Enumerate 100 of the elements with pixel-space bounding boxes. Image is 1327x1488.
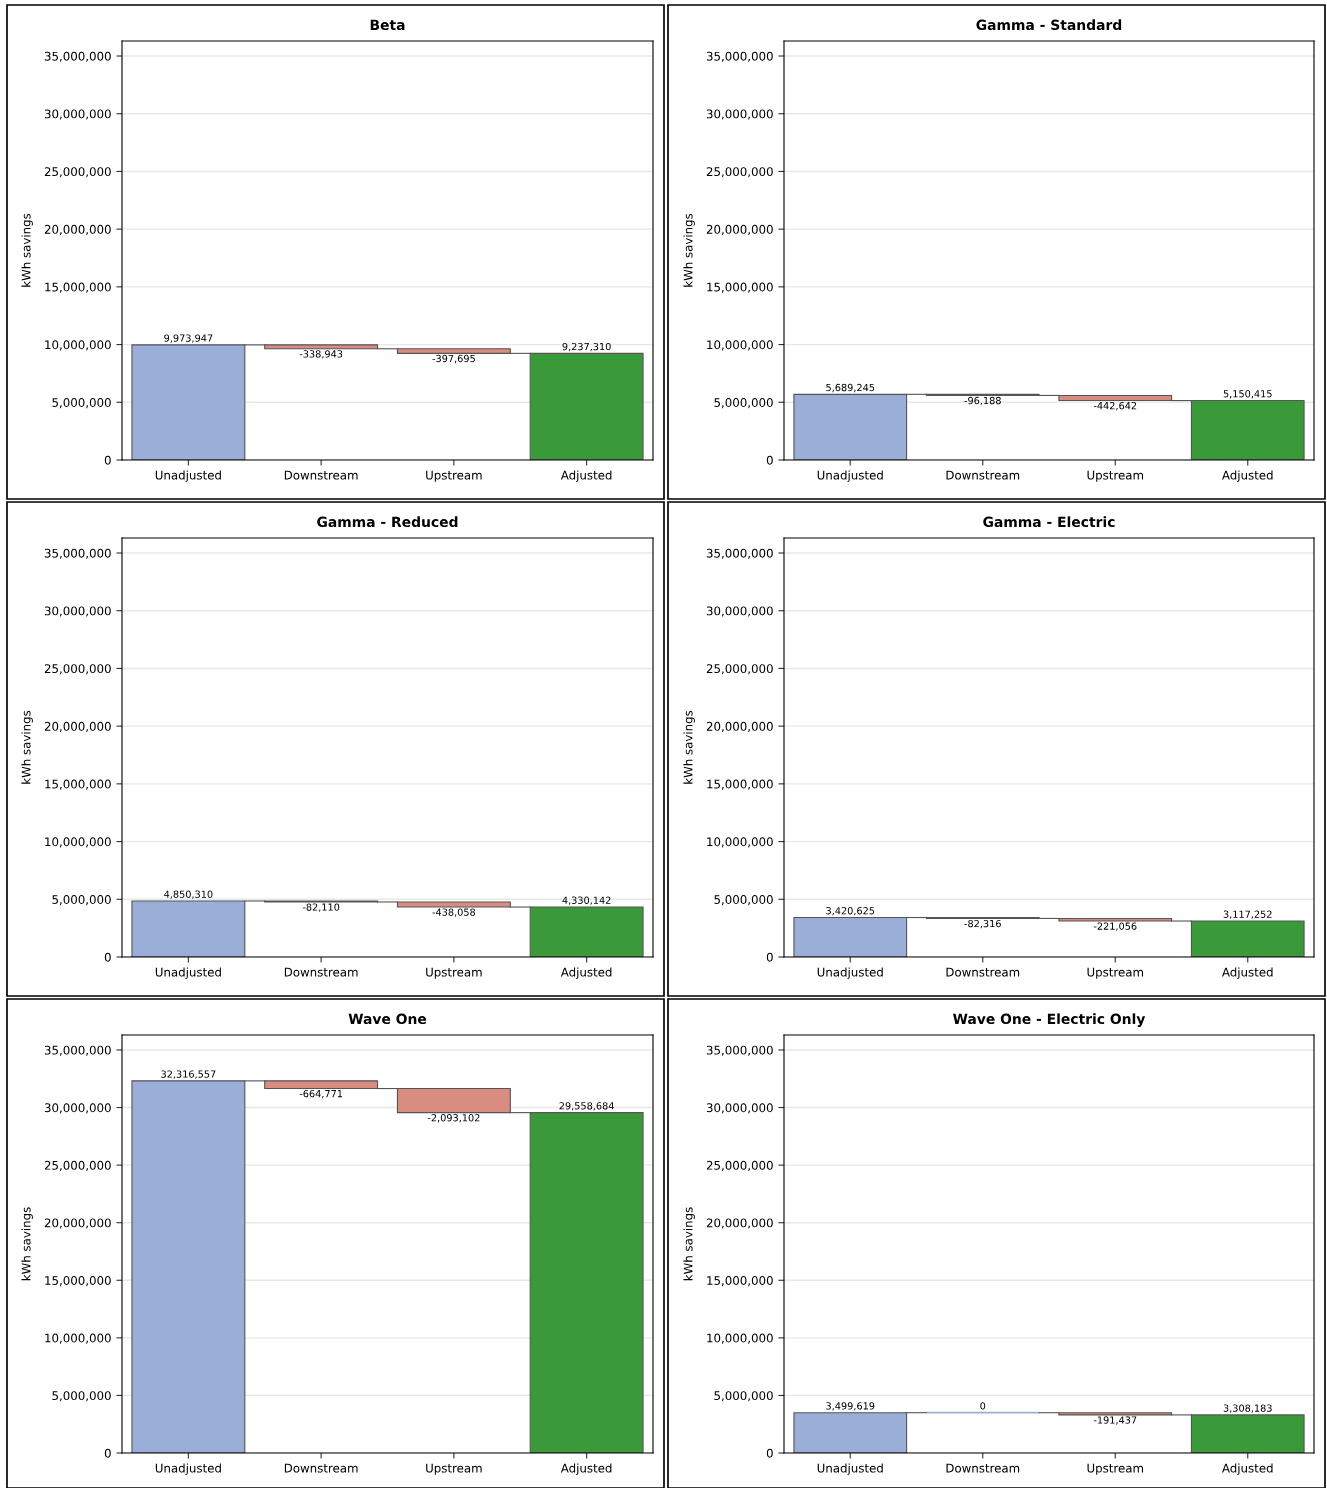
data-label: 4,330,142 <box>562 896 611 905</box>
x-tick-label: Downstream <box>284 967 358 977</box>
y-tick-label: 10,000,000 <box>707 340 773 351</box>
y-tick-label: 5,000,000 <box>714 398 773 409</box>
y-tick-label: 35,000,000 <box>706 548 773 559</box>
y-tick-label: 20,000,000 <box>706 721 773 732</box>
x-tick-label: Downstream <box>946 967 1020 977</box>
y-tick-label: 10,000,000 <box>45 837 111 848</box>
y-tick-label: 25,000,000 <box>706 664 773 675</box>
x-tick-label: Downstream <box>284 1463 358 1473</box>
chart-title: Beta <box>370 19 405 31</box>
data-label: -338,943 <box>299 350 343 359</box>
y-tick-label: 20,000,000 <box>44 224 111 235</box>
y-tick-label: 35,000,000 <box>44 1045 111 1056</box>
y-tick-label: 35,000,000 <box>44 548 111 559</box>
x-tick-label: Unadjusted <box>817 470 883 482</box>
data-label: 32,316,557 <box>161 1070 216 1079</box>
x-tick-label: Unadjusted <box>155 470 221 482</box>
data-label: -442,642 <box>1093 401 1137 411</box>
y-tick-label: 5,000,000 <box>52 895 111 906</box>
chart-title: Wave One - Electric Only <box>953 1013 1146 1027</box>
y-tick-label: 15,000,000 <box>45 282 111 293</box>
data-label: -82,110 <box>302 903 340 912</box>
y-tick-label: 10,000,000 <box>707 837 773 848</box>
y-tick-label: 0 <box>766 455 773 465</box>
y-tick-label: 15,000,000 <box>707 779 773 790</box>
y-tick-label: 10,000,000 <box>45 1333 111 1344</box>
y-tick-label: 30,000,000 <box>706 606 773 617</box>
y-axis-title: kWh savings <box>21 1207 33 1281</box>
y-tick-label: 30,000,000 <box>706 109 773 120</box>
data-label: -2,093,102 <box>427 1114 480 1123</box>
x-tick-label: Upstream <box>1087 1463 1143 1475</box>
y-axis-title: kWh savings <box>683 213 695 287</box>
y-axis-title: kWh savings <box>21 710 33 784</box>
x-tick-label: Adjusted <box>560 967 612 979</box>
data-label: 3,117,252 <box>1223 910 1272 919</box>
x-tick-label: Adjusted <box>1222 967 1273 979</box>
data-label: -96,188 <box>964 396 1001 406</box>
data-label: -191,437 <box>1093 1416 1137 1425</box>
data-label: 0 <box>980 1402 986 1410</box>
y-axis-title: kWh savings <box>683 1207 695 1281</box>
data-label: 3,420,625 <box>826 907 875 916</box>
y-axis-title: kWh savings <box>683 710 695 784</box>
y-tick-label: 30,000,000 <box>706 1103 773 1114</box>
chart-title: Gamma - Standard <box>976 19 1122 31</box>
y-tick-label: 0 <box>104 455 111 465</box>
x-tick-label: Unadjusted <box>155 967 221 979</box>
y-axis-title: kWh savings <box>21 213 33 287</box>
x-tick-label: Downstream <box>946 1463 1020 1473</box>
x-tick-label: Adjusted <box>560 1463 612 1475</box>
x-tick-label: Upstream <box>426 967 482 979</box>
y-tick-label: 20,000,000 <box>706 1218 773 1229</box>
y-tick-label: 25,000,000 <box>706 167 773 178</box>
data-label: -438,058 <box>432 908 476 917</box>
x-tick-label: Downstream <box>946 470 1020 480</box>
y-tick-label: 5,000,000 <box>714 895 773 906</box>
y-tick-label: 10,000,000 <box>45 340 111 351</box>
x-tick-label: Unadjusted <box>155 1463 221 1475</box>
y-tick-label: 5,000,000 <box>52 398 111 409</box>
data-label: 5,150,415 <box>1223 390 1272 399</box>
y-tick-label: 0 <box>104 952 111 962</box>
chart-title: Gamma - Electric <box>983 516 1115 528</box>
y-tick-label: 35,000,000 <box>44 51 111 62</box>
y-tick-label: 25,000,000 <box>706 1160 773 1171</box>
y-tick-label: 0 <box>766 1448 773 1458</box>
y-tick-label: 10,000,000 <box>707 1333 773 1344</box>
y-tick-label: 30,000,000 <box>44 606 111 617</box>
x-tick-label: Upstream <box>1087 470 1143 482</box>
x-tick-label: Adjusted <box>1222 1463 1273 1475</box>
y-tick-label: 15,000,000 <box>45 779 111 790</box>
y-tick-label: 20,000,000 <box>44 1218 111 1229</box>
y-tick-label: 0 <box>766 952 773 962</box>
y-tick-label: 30,000,000 <box>44 1103 111 1114</box>
data-label: -397,695 <box>432 354 475 364</box>
y-tick-label: 5,000,000 <box>714 1391 773 1402</box>
data-label: -664,771 <box>299 1089 343 1099</box>
data-label: 3,308,183 <box>1223 1404 1272 1413</box>
x-tick-label: Upstream <box>426 470 482 482</box>
x-tick-label: Unadjusted <box>817 967 883 979</box>
data-label: 5,689,245 <box>826 383 875 393</box>
y-tick-label: 15,000,000 <box>45 1276 111 1287</box>
data-label: 29,558,684 <box>559 1102 614 1111</box>
y-tick-label: 5,000,000 <box>52 1391 111 1402</box>
data-label: 9,973,947 <box>164 334 213 343</box>
data-label: -82,316 <box>964 919 1001 929</box>
data-label: 4,850,310 <box>164 890 213 899</box>
y-tick-label: 0 <box>104 1448 111 1458</box>
x-tick-label: Unadjusted <box>817 1463 883 1475</box>
y-tick-label: 35,000,000 <box>706 1045 773 1056</box>
x-tick-label: Adjusted <box>560 470 612 482</box>
y-tick-label: 15,000,000 <box>707 1276 773 1287</box>
y-tick-label: 20,000,000 <box>706 224 773 235</box>
x-tick-label: Upstream <box>426 1463 482 1475</box>
y-tick-label: 30,000,000 <box>44 109 111 120</box>
y-tick-label: 35,000,000 <box>706 51 773 62</box>
data-label: 3,499,619 <box>826 1402 875 1411</box>
chart-title: Wave One <box>348 1013 427 1025</box>
x-tick-label: Downstream <box>284 470 358 480</box>
x-tick-label: Upstream <box>1087 967 1143 979</box>
y-tick-label: 15,000,000 <box>707 282 773 293</box>
